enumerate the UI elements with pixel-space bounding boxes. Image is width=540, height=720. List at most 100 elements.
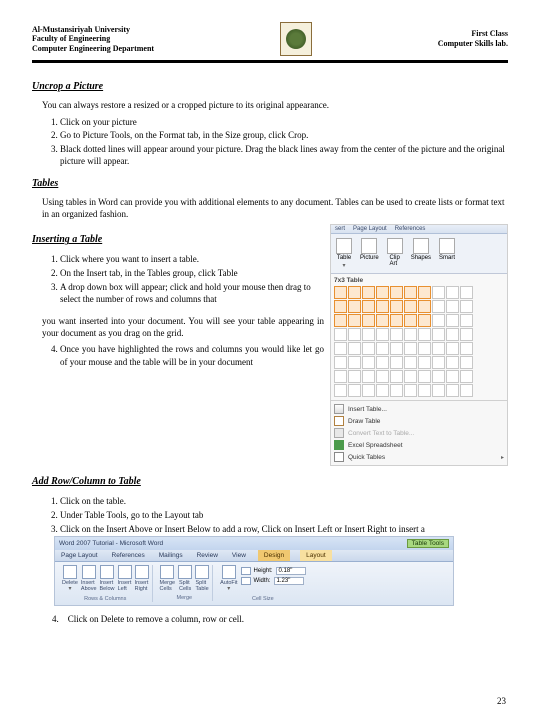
merge-cells-button[interactable]: Merge Cells — [160, 565, 176, 592]
grid-cell[interactable] — [390, 370, 403, 383]
grid-cell[interactable] — [418, 286, 431, 299]
grid-cell[interactable] — [390, 314, 403, 327]
grid-cell[interactable] — [460, 342, 473, 355]
grid-cell[interactable] — [446, 300, 459, 313]
grid-cell[interactable] — [418, 342, 431, 355]
picture-button[interactable]: Picture — [358, 237, 381, 270]
grid-cell[interactable] — [446, 328, 459, 341]
grid-cell[interactable] — [446, 370, 459, 383]
grid-cell[interactable] — [418, 384, 431, 397]
grid-cell[interactable] — [376, 314, 389, 327]
smartart-button[interactable]: Smart — [437, 237, 457, 270]
grid-cell[interactable] — [334, 370, 347, 383]
split-table-button[interactable]: Split Table — [195, 565, 209, 592]
grid-cell[interactable] — [446, 342, 459, 355]
grid-cell[interactable] — [418, 314, 431, 327]
grid-cell[interactable] — [446, 384, 459, 397]
grid-cell[interactable] — [362, 286, 375, 299]
menu-draw-table[interactable]: Draw Table — [334, 415, 504, 427]
grid-cell[interactable] — [376, 286, 389, 299]
autofit-button[interactable]: AutoFit ▾ — [220, 565, 237, 593]
menu-quick-tables[interactable]: Quick Tables▸ — [334, 451, 504, 463]
grid-cell[interactable] — [390, 300, 403, 313]
grid-cell[interactable] — [362, 328, 375, 341]
grid-cell[interactable] — [334, 328, 347, 341]
grid-cell[interactable] — [376, 328, 389, 341]
grid-cell[interactable] — [432, 342, 445, 355]
grid-cell[interactable] — [432, 300, 445, 313]
grid-cell[interactable] — [334, 356, 347, 369]
grid-cell[interactable] — [348, 356, 361, 369]
shapes-button[interactable]: Shapes — [409, 237, 433, 270]
tab-view[interactable]: View — [230, 550, 248, 561]
grid-cell[interactable] — [460, 286, 473, 299]
tab-mailings[interactable]: Mailings — [157, 550, 185, 561]
table-size-grid[interactable] — [334, 286, 504, 397]
tab-page-layout-2[interactable]: Page Layout — [59, 550, 100, 561]
grid-cell[interactable] — [404, 384, 417, 397]
grid-cell[interactable] — [460, 328, 473, 341]
grid-cell[interactable] — [432, 370, 445, 383]
tab-references-2[interactable]: References — [110, 550, 147, 561]
grid-cell[interactable] — [334, 314, 347, 327]
grid-cell[interactable] — [460, 384, 473, 397]
grid-cell[interactable] — [404, 356, 417, 369]
grid-cell[interactable] — [362, 370, 375, 383]
grid-cell[interactable] — [460, 300, 473, 313]
insert-left-button[interactable]: Insert Left — [118, 565, 132, 593]
menu-insert-table[interactable]: Insert Table... — [334, 403, 504, 415]
grid-cell[interactable] — [376, 300, 389, 313]
grid-cell[interactable] — [362, 314, 375, 327]
grid-cell[interactable] — [348, 300, 361, 313]
grid-cell[interactable] — [376, 342, 389, 355]
insert-below-button[interactable]: Insert Below — [100, 565, 115, 593]
grid-cell[interactable] — [404, 370, 417, 383]
grid-cell[interactable] — [460, 370, 473, 383]
grid-cell[interactable] — [404, 300, 417, 313]
grid-cell[interactable] — [334, 342, 347, 355]
grid-cell[interactable] — [418, 300, 431, 313]
grid-cell[interactable] — [446, 286, 459, 299]
delete-button[interactable]: Delete ▾ — [62, 565, 78, 593]
insert-above-button[interactable]: Insert Above — [81, 565, 97, 593]
grid-cell[interactable] — [390, 384, 403, 397]
grid-cell[interactable] — [432, 328, 445, 341]
grid-cell[interactable] — [376, 384, 389, 397]
grid-cell[interactable] — [404, 286, 417, 299]
tab-review[interactable]: Review — [195, 550, 220, 561]
grid-cell[interactable] — [348, 328, 361, 341]
grid-cell[interactable] — [404, 328, 417, 341]
grid-cell[interactable] — [460, 356, 473, 369]
grid-cell[interactable] — [404, 342, 417, 355]
grid-cell[interactable] — [432, 384, 445, 397]
tab-table-layout[interactable]: Layout — [300, 550, 332, 561]
grid-cell[interactable] — [390, 328, 403, 341]
grid-cell[interactable] — [432, 314, 445, 327]
grid-cell[interactable] — [348, 286, 361, 299]
grid-cell[interactable] — [334, 300, 347, 313]
grid-cell[interactable] — [334, 384, 347, 397]
insert-right-button[interactable]: Insert Right — [135, 565, 149, 593]
grid-cell[interactable] — [376, 370, 389, 383]
tab-page-layout[interactable]: Page Layout — [353, 226, 387, 232]
grid-cell[interactable] — [334, 286, 347, 299]
grid-cell[interactable] — [362, 384, 375, 397]
grid-cell[interactable] — [390, 286, 403, 299]
grid-cell[interactable] — [362, 300, 375, 313]
grid-cell[interactable] — [418, 356, 431, 369]
grid-cell[interactable] — [348, 314, 361, 327]
tab-references[interactable]: References — [395, 226, 426, 232]
grid-cell[interactable] — [348, 370, 361, 383]
width-input[interactable]: 1.23" — [274, 577, 304, 585]
grid-cell[interactable] — [362, 342, 375, 355]
clipart-button[interactable]: Clip Art — [385, 237, 405, 270]
grid-cell[interactable] — [460, 314, 473, 327]
grid-cell[interactable] — [390, 356, 403, 369]
grid-cell[interactable] — [432, 286, 445, 299]
grid-cell[interactable] — [446, 356, 459, 369]
table-button[interactable]: Table ▾ — [334, 237, 354, 270]
grid-cell[interactable] — [376, 356, 389, 369]
tab-table-design[interactable]: Design — [258, 550, 290, 561]
menu-excel-spreadsheet[interactable]: Excel Spreadsheet — [334, 439, 504, 451]
grid-cell[interactable] — [348, 384, 361, 397]
